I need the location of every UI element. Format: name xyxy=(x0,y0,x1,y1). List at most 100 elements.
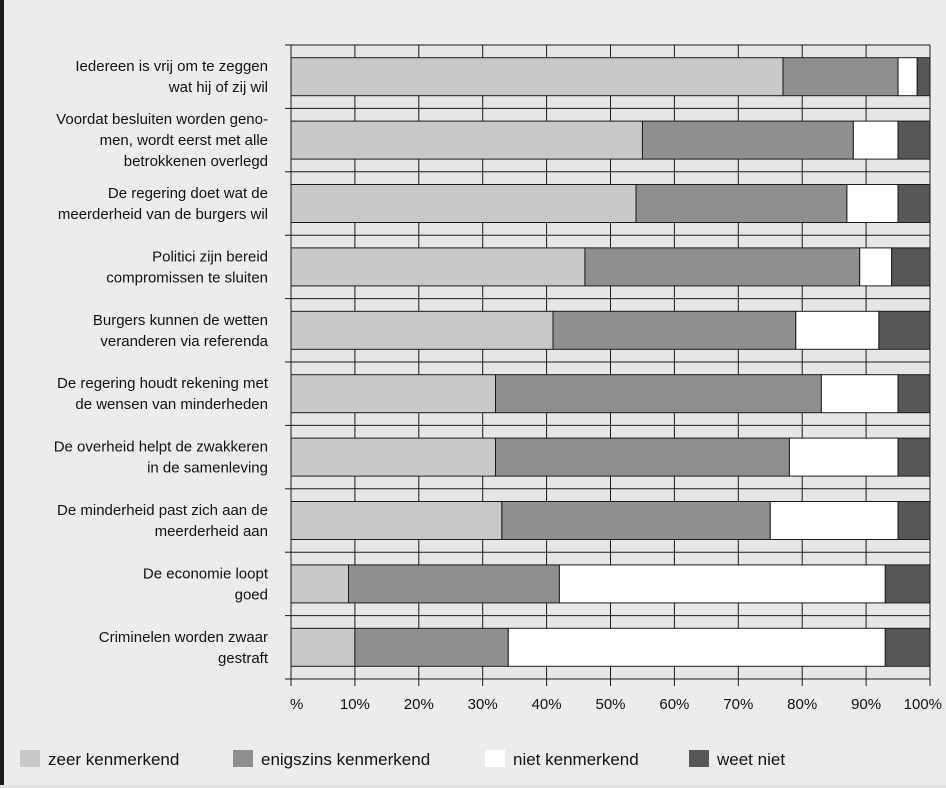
legend-swatch xyxy=(233,750,253,767)
bar-segment-zeer-kenmerkend xyxy=(290,627,356,667)
bar-segment-enigszins-kenmerkend xyxy=(501,501,771,540)
x-tick-label: % xyxy=(290,696,303,713)
bar-segment-weet-niet xyxy=(884,627,931,667)
bar-segment-zeer-kenmerkend xyxy=(290,57,784,97)
category-label: Voordat besluiten worden geno-men, wordt… xyxy=(56,111,268,170)
category-label: Burgers kunnen de wetten veranderen via r… xyxy=(93,312,269,350)
bar-segment-niet-kenmerkend xyxy=(507,627,886,667)
bar-segment-weet-niet xyxy=(897,184,931,223)
bar-segment-zeer-kenmerkend xyxy=(290,120,643,160)
bar-segment-enigszins-kenmerkend xyxy=(635,184,848,223)
bar-segment-niet-kenmerkend xyxy=(795,310,880,350)
category-label-line: De minderheid past zich aan de xyxy=(57,502,268,519)
legend-swatch xyxy=(20,750,40,767)
legend-item: niet kenmerkend xyxy=(485,750,639,769)
x-tick-label: 80% xyxy=(787,696,817,713)
category-label-line: Voordat besluiten worden geno- xyxy=(56,111,268,128)
bar-segment-weet-niet xyxy=(897,374,931,414)
category-label-line: Politici zijn bereid xyxy=(152,248,268,265)
bar-segment-zeer-kenmerkend xyxy=(290,501,503,540)
bar-segment-enigszins-kenmerkend xyxy=(782,57,899,97)
category-label-line: compromissen te sluiten xyxy=(106,269,268,286)
bar-segment-niet-kenmerkend xyxy=(859,247,893,287)
bar-segment-zeer-kenmerkend xyxy=(290,310,554,350)
legend-swatch xyxy=(689,750,709,767)
x-tick-label: 20% xyxy=(404,696,434,713)
category-label-line: veranderen via referenda xyxy=(100,333,268,350)
bar-segment-enigszins-kenmerkend xyxy=(348,564,560,604)
bar-segment-weet-niet xyxy=(897,501,931,540)
category-label: De minderheid past zich aan de meerderhei… xyxy=(57,502,268,540)
x-tick-label: 30% xyxy=(468,696,498,713)
category-label-line: Iedereen is vrij om te zeggen xyxy=(75,58,268,75)
category-label-line: in de samenleving xyxy=(147,460,268,477)
x-tick-label: 70% xyxy=(723,696,753,713)
category-label-line: meerderheid aan xyxy=(155,523,268,540)
bar-segment-enigszins-kenmerkend xyxy=(584,247,861,287)
category-label-line: De regering houdt rekening met xyxy=(57,375,269,392)
bar-segment-zeer-kenmerkend xyxy=(290,374,496,414)
category-label: De economie loopt goed xyxy=(143,565,269,603)
x-tick-label: 10% xyxy=(340,696,370,713)
legend-label: niet kenmerkend xyxy=(513,750,639,769)
bar-segment-niet-kenmerkend xyxy=(558,564,886,604)
category-label-line: wat hij of zij wil xyxy=(168,79,268,96)
category-label-line: De economie loopt xyxy=(143,565,269,582)
x-tick-label: 40% xyxy=(532,696,562,713)
bar-segment-weet-niet xyxy=(884,564,931,604)
legend: zeer kenmerkend enigszins kenmerkend niet … xyxy=(20,750,785,769)
bar-segment-weet-niet xyxy=(878,310,931,350)
category-label-line: goed xyxy=(235,586,268,603)
category-label-line: Criminelen worden zwaar xyxy=(99,629,268,646)
legend-swatch xyxy=(485,750,505,767)
category-labels: Iedereen is vrij om te zeggen wat hij of … xyxy=(54,58,269,667)
category-label: De overheid helpt de zwakkeren in de same… xyxy=(54,439,268,477)
legend-label: weet niet xyxy=(716,750,785,769)
bar-segment-enigszins-kenmerkend xyxy=(641,120,854,160)
bar-segment-niet-kenmerkend xyxy=(769,501,899,540)
bar-series xyxy=(290,57,931,667)
x-tick-label: 90% xyxy=(851,696,881,713)
x-tick-label: 50% xyxy=(595,696,625,713)
bar-segment-enigszins-kenmerkend xyxy=(494,374,822,414)
category-label-line: men, wordt eerst met alle xyxy=(100,132,268,149)
category-label-line: gestraft xyxy=(218,650,269,667)
x-tick-label: 100% xyxy=(904,696,942,713)
bar-segment-zeer-kenmerkend xyxy=(290,247,586,287)
bar-segment-zeer-kenmerkend xyxy=(290,564,350,604)
legend-item: enigszins kenmerkend xyxy=(233,750,430,769)
bar-segment-weet-niet xyxy=(897,120,931,160)
bar-segment-weet-niet xyxy=(891,247,931,287)
bar-segment-enigszins-kenmerkend xyxy=(354,627,509,667)
x-tick-label: 60% xyxy=(659,696,689,713)
bar-segment-niet-kenmerkend xyxy=(897,57,918,97)
legend-label: zeer kenmerkend xyxy=(48,750,179,769)
bar-segment-weet-niet xyxy=(897,437,931,477)
bottom-border-rule xyxy=(0,785,946,788)
category-label: Iedereen is vrij om te zeggen wat hij of … xyxy=(75,58,268,96)
bar-segment-enigszins-kenmerkend xyxy=(494,437,790,477)
left-border-rule xyxy=(0,0,4,788)
category-label-line: De overheid helpt de zwakkeren xyxy=(54,439,268,456)
legend-label: enigszins kenmerkend xyxy=(261,750,430,769)
category-label: De regering houdt rekening met de wensen … xyxy=(57,375,269,413)
bar-segment-niet-kenmerkend xyxy=(852,120,899,160)
bar-segment-niet-kenmerkend xyxy=(846,184,899,223)
category-label: Politici zijn bereid compromissen te slui… xyxy=(106,248,268,286)
category-label-line: de wensen van minderheden xyxy=(75,396,268,413)
bar-segment-niet-kenmerkend xyxy=(788,437,899,477)
x-axis: % 10% 20% 30% 40% 50% 60% 70% 80% 90% 100% xyxy=(290,678,942,713)
bar-segment-weet-niet xyxy=(916,57,931,97)
bar-segment-niet-kenmerkend xyxy=(820,374,899,414)
legend-item: zeer kenmerkend xyxy=(20,750,179,769)
bar-segment-zeer-kenmerkend xyxy=(290,184,637,223)
bar-segment-enigszins-kenmerkend xyxy=(552,310,797,350)
category-label: De regering doet wat de meerderheid van d… xyxy=(58,185,268,223)
category-label-line: meerderheid van de burgers wil xyxy=(58,206,268,223)
category-label: Criminelen worden zwaar gestraft xyxy=(99,629,269,667)
category-label-line: betrokkenen overlegd xyxy=(124,153,268,170)
legend-item: weet niet xyxy=(689,750,785,769)
category-label-line: De regering doet wat de xyxy=(108,185,268,202)
